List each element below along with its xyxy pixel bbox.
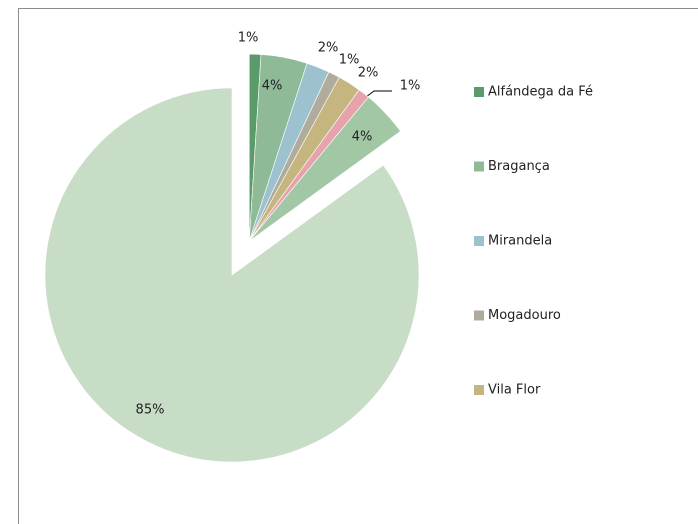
legend-label: Vila Flor <box>488 383 541 398</box>
legend-label: Alfándega da Fé <box>488 85 593 100</box>
data-label: 2% <box>318 41 339 56</box>
data-label: 4% <box>352 130 373 145</box>
legend-label: Mogadouro <box>488 308 561 323</box>
legend-swatch <box>474 236 484 246</box>
legend-swatch <box>474 161 484 172</box>
data-label: 2% <box>358 66 379 81</box>
leader-line <box>365 90 392 98</box>
data-label: 85% <box>136 403 165 418</box>
pie-slice <box>44 87 420 463</box>
legend-swatch <box>474 385 484 395</box>
pie-slice <box>249 96 401 242</box>
legend-swatch <box>474 87 484 97</box>
data-label: 1% <box>400 79 421 94</box>
legend-label: Bragança <box>488 159 550 174</box>
data-label: 4% <box>262 79 283 94</box>
legend-swatch <box>474 310 484 321</box>
data-label: 1% <box>238 31 259 46</box>
data-label: 1% <box>339 53 360 68</box>
legend-label: Mirandela <box>488 234 552 249</box>
